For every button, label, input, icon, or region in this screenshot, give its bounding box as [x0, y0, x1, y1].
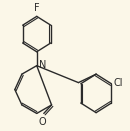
Text: Cl: Cl	[113, 78, 123, 88]
Text: F: F	[34, 2, 40, 12]
Text: O: O	[38, 116, 46, 127]
Text: N: N	[39, 60, 46, 70]
